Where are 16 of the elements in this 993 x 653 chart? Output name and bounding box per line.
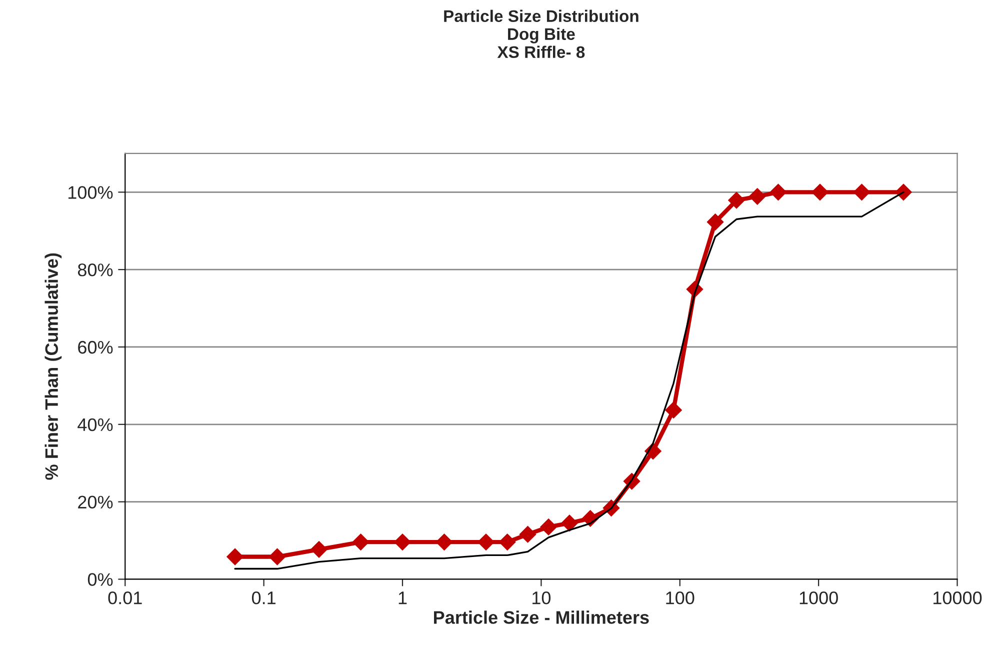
y-axis-title: % Finer Than (Cumulative) xyxy=(44,253,62,480)
x-tick-label: 100 xyxy=(666,591,694,604)
x-tick-label: 10 xyxy=(532,591,551,604)
x-tick-label: 10000 xyxy=(934,591,982,604)
y-tick-label: 80% xyxy=(78,264,113,276)
x-axis-title: Particle Size - Millimeters xyxy=(434,610,649,624)
x-tick-label: 1 xyxy=(398,592,407,604)
y-tick-label: 20% xyxy=(78,496,113,509)
x-tick-label: 1000 xyxy=(800,591,838,604)
x-tick-label: 0.01 xyxy=(108,591,142,604)
y-tick-label: 100% xyxy=(68,186,113,199)
y-tick-label: 60% xyxy=(78,340,113,354)
y-tick-label: 0% xyxy=(88,573,113,586)
x-tick-label: 0.1 xyxy=(252,591,276,604)
chart-title: Particle Size Distribution Dog Bite XS Riffle- 8 xyxy=(444,10,638,58)
y-tick-label: 40% xyxy=(78,418,113,432)
